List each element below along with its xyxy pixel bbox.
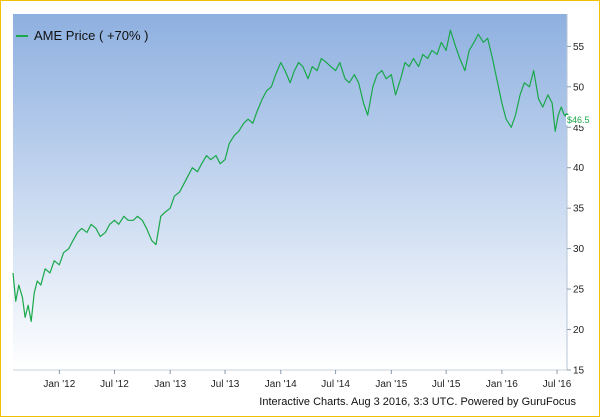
x-tick-label: Jan '12 — [43, 379, 75, 390]
y-tick-label: 30 — [573, 244, 585, 255]
legend[interactable]: AME Price ( +70% ) — [16, 28, 149, 43]
legend-swatch — [16, 34, 28, 37]
y-tick-label: 35 — [573, 204, 585, 215]
y-tick-label: 55 — [573, 42, 585, 53]
series-line-0 — [12, 29, 567, 323]
x-tick-label: Jan '13 — [154, 379, 186, 390]
x-tick-label: Jul '15 — [432, 379, 461, 390]
x-tick-label: Jan '16 — [486, 379, 518, 390]
last-price-label: $46.5 — [566, 115, 591, 125]
y-tick-label: 45 — [573, 123, 585, 134]
y-tick-label: 25 — [573, 285, 585, 296]
plot-area — [13, 14, 567, 370]
footer-credit: Interactive Charts. Aug 3 2016, 3:3 UTC.… — [259, 396, 576, 408]
x-tick-label: Jan '14 — [265, 379, 297, 390]
y-tick-label: 20 — [573, 325, 585, 336]
y-tick-label: 40 — [573, 163, 585, 174]
x-tick-label: Jul '16 — [543, 379, 572, 390]
x-tick-label: Jul '13 — [211, 379, 240, 390]
y-tick-label: 15 — [573, 366, 585, 377]
x-tick-label: Jan '15 — [375, 379, 407, 390]
x-tick-label: Jul '14 — [321, 379, 350, 390]
y-tick-label: 50 — [573, 82, 585, 93]
x-tick-label: Jul '12 — [100, 379, 129, 390]
legend-label: AME Price ( +70% ) — [34, 28, 149, 43]
